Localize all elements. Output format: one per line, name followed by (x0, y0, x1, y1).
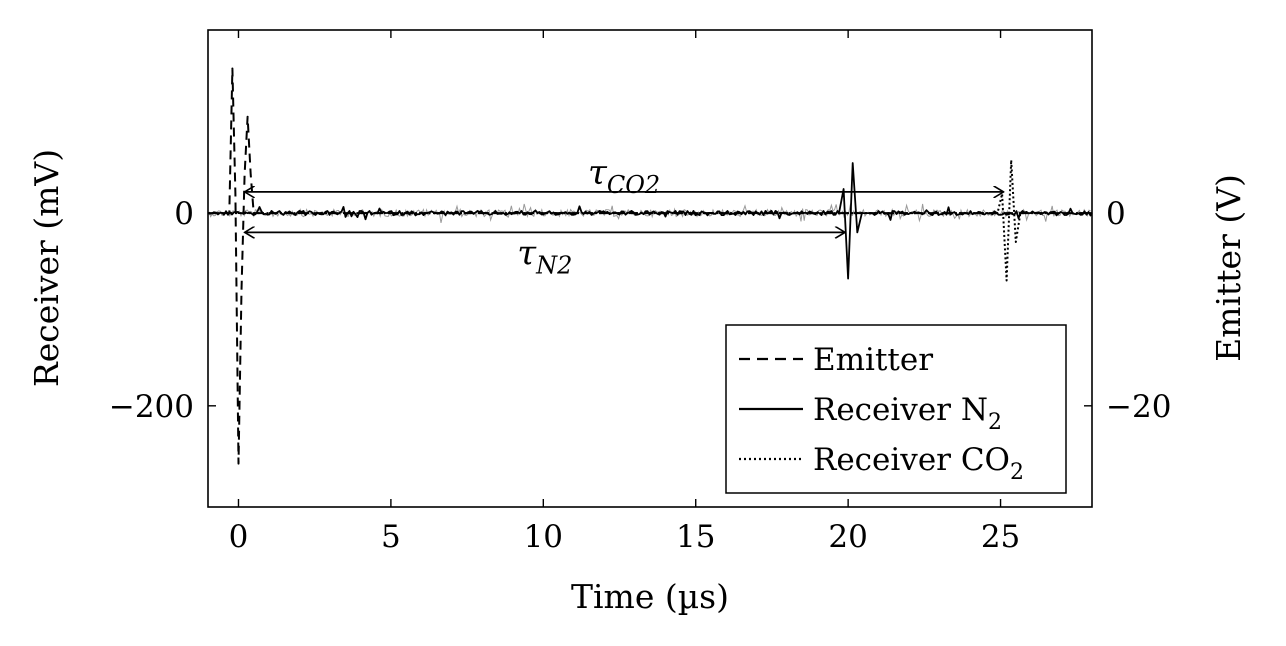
legend-label-receiver-co2-sub: 2 (1010, 460, 1024, 485)
tau-subscript: N2 (535, 251, 572, 279)
y-axis-left-label: Receiver (mV) (27, 149, 66, 387)
x-tick-label: 15 (676, 519, 715, 555)
x-tick-label: 5 (381, 519, 401, 555)
legend-label-receiver-n2-sub: 2 (988, 410, 1002, 435)
series-layer (207, 67, 1093, 465)
y-right-tick-label: −20 (1106, 389, 1171, 425)
y-left-tick-label: 0 (174, 196, 194, 232)
tau-symbol: τ (588, 153, 608, 193)
x-tick-label: 0 (229, 519, 249, 555)
plot-frame (207, 29, 1093, 508)
legend: Emitter Receiver N2 Receiver CO2 (725, 324, 1067, 494)
tau-subscript: CO2 (607, 171, 660, 199)
legend-label-receiver-n2: Receiver N2 (813, 392, 1002, 435)
x-tick-label: 10 (524, 519, 563, 555)
y-axis-right-label: Emitter (V) (1209, 174, 1248, 362)
legend-label-emitter: Emitter (813, 342, 933, 378)
y-left-tick-label: −200 (109, 389, 194, 425)
x-tick-label: 25 (981, 519, 1020, 555)
legend-label-receiver-n2-main: Receiver N (813, 392, 988, 428)
y-right-tick-label: 0 (1106, 196, 1126, 232)
tau-co2-label: τCO2 (588, 153, 660, 199)
legend-label-receiver-co2-main: Receiver CO (813, 442, 1010, 478)
ticks: 0 5 10 15 20 25 0 −200 0 −20 (109, 30, 1171, 555)
x-axis-label: Time (µs) (571, 577, 729, 616)
x-tick-label: 20 (828, 519, 867, 555)
tau-symbol: τ (517, 233, 537, 273)
legend-label-receiver-co2: Receiver CO2 (813, 442, 1024, 485)
series-receiver-co2 (208, 159, 1092, 282)
tau-n2-label: τN2 (517, 233, 572, 279)
